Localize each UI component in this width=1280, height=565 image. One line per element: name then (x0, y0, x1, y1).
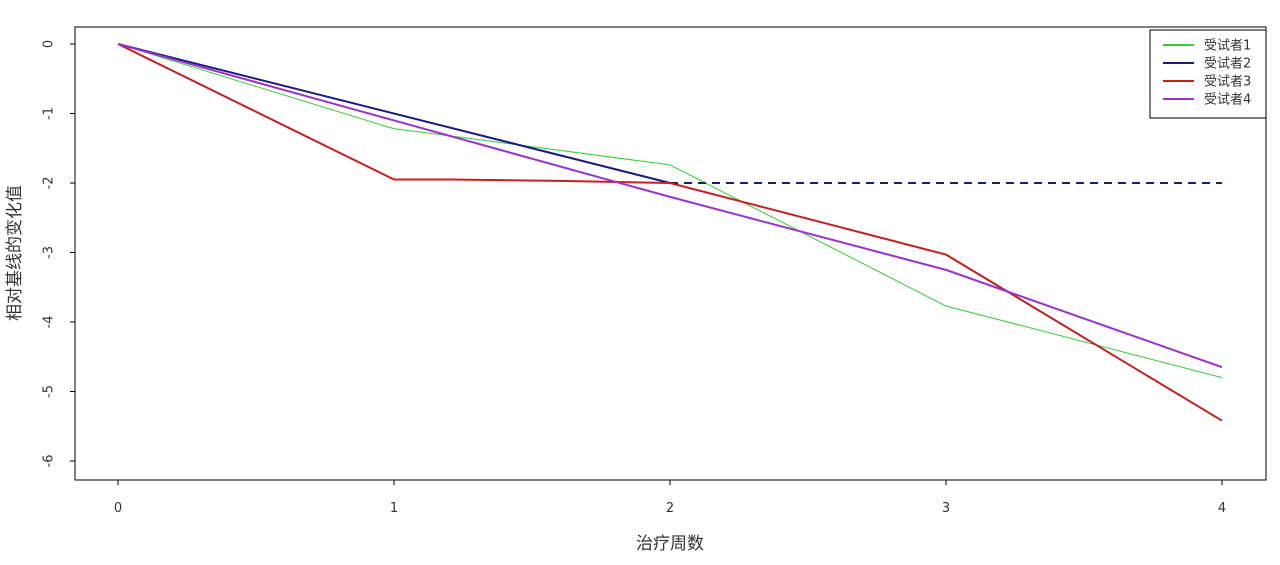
plot-frame (74, 26, 1267, 481)
y-tick-label: -3 (42, 246, 57, 259)
series-line-3 (117, 43, 1223, 422)
legend-label-3: 受试者3 (1204, 75, 1251, 90)
y-tick-label: -4 (42, 316, 57, 329)
series-layer (117, 43, 1223, 422)
x-tick-label: 1 (390, 501, 398, 516)
y-tick-label: -2 (42, 177, 57, 190)
y-tick-label: -6 (42, 455, 57, 468)
series-line-2 (117, 43, 671, 184)
x-tick-label: 0 (114, 501, 122, 516)
legend-label-4: 受试者4 (1204, 93, 1251, 108)
legend-label-2: 受试者2 (1204, 57, 1251, 72)
x-axis-title: 治疗周数 (636, 534, 704, 554)
x-tick-label: 3 (942, 501, 950, 516)
y-tick-label: -5 (42, 385, 57, 398)
series-line-4 (117, 43, 1223, 369)
x-tick-label: 4 (1218, 501, 1226, 516)
x-tick-label: 2 (666, 501, 674, 516)
x-axis: 0 1 2 3 4 (114, 480, 1226, 516)
legend: 受试者1 受试者2 受试者3 受试者4 (1149, 29, 1267, 119)
y-tick-label: -1 (42, 107, 57, 120)
series-line-1 (117, 43, 1223, 379)
y-tick-label: 0 (42, 40, 57, 48)
y-axis-title: 相对基线的变化值 (5, 185, 25, 321)
y-axis: 0 -1 -2 -3 -4 -5 -6 (42, 40, 75, 468)
legend-label-1: 受试者1 (1204, 39, 1251, 54)
